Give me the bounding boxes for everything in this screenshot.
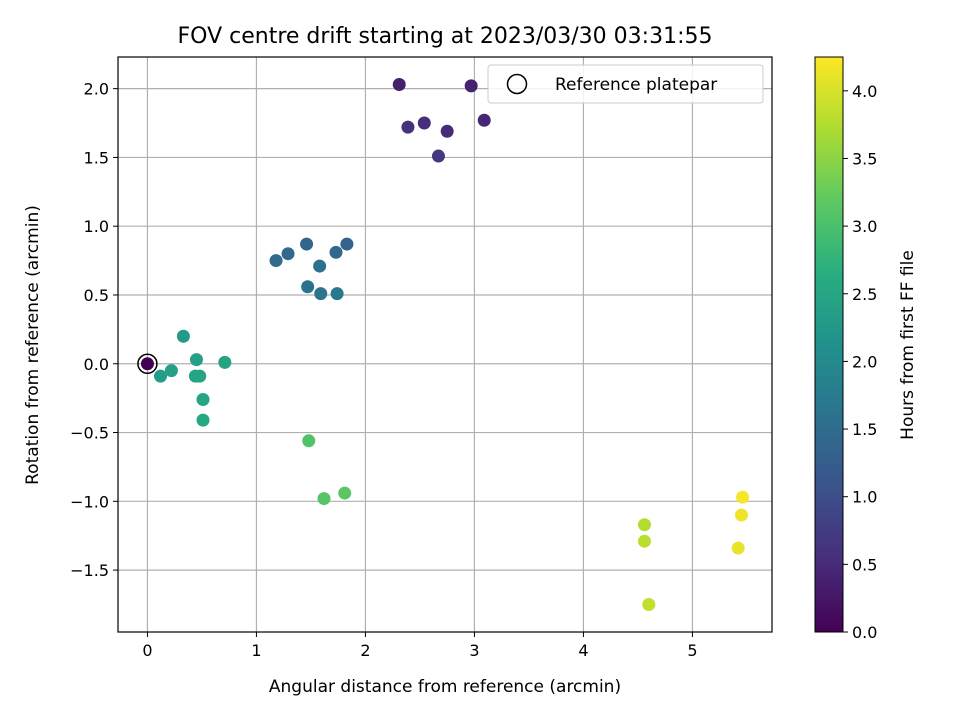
reference-marker-layer <box>137 353 158 375</box>
y-tick-label: 2.0 <box>84 80 109 99</box>
data-points <box>154 78 750 611</box>
x-tick-label: 2 <box>360 641 370 660</box>
x-tick-label: 0 <box>142 641 152 660</box>
data-point <box>642 597 656 611</box>
colorbar-tick-label: 4.0 <box>852 82 877 101</box>
data-point <box>401 120 415 134</box>
legend-box <box>487 64 764 104</box>
data-point <box>164 364 178 378</box>
colorbar-tick-label: 3.0 <box>852 217 877 236</box>
data-point <box>392 78 406 92</box>
colorbar-tick-label: 0.0 <box>852 623 877 642</box>
data-point <box>338 486 352 500</box>
colorbar-tick-label: 1.5 <box>852 420 877 439</box>
colorbar-label: Hours from first FF file <box>898 250 918 440</box>
y-tick-label: 1.0 <box>84 217 109 236</box>
data-point <box>431 149 445 163</box>
y-axis-ticks: −1.5 −1.0 −0.5 0.0 0.5 1.0 1.5 2.0 <box>70 80 118 580</box>
data-point <box>637 534 651 548</box>
colorbar-tick-label: 0.5 <box>852 555 877 574</box>
x-axis-ticks: 0 1 2 3 4 5 <box>142 632 698 660</box>
plot-area <box>118 57 772 632</box>
colorbar-ticks: 0.0 0.5 1.0 1.5 2.0 2.5 3.0 3.5 4.0 <box>843 82 877 642</box>
data-point <box>269 254 283 268</box>
data-point <box>330 287 344 301</box>
data-point <box>329 245 343 259</box>
colorbar <box>814 56 844 633</box>
data-point <box>731 541 745 555</box>
data-point <box>300 237 314 251</box>
data-point <box>317 492 331 506</box>
y-tick-label: −1.0 <box>70 492 109 511</box>
chart-title: FOV centre drift starting at 2023/03/30 … <box>178 24 713 49</box>
colorbar-tick-label: 3.5 <box>852 149 877 168</box>
data-point <box>464 79 478 93</box>
data-point <box>218 355 232 369</box>
y-tick-label: −0.5 <box>70 424 109 443</box>
data-point <box>302 434 316 448</box>
colorbar-tick-label: 2.0 <box>852 352 877 371</box>
y-tick-label: 0.0 <box>84 355 109 374</box>
data-point <box>734 508 748 522</box>
legend: Reference platepar <box>487 64 764 104</box>
reference-platepar-marker <box>137 353 158 375</box>
x-tick-label: 1 <box>251 641 261 660</box>
data-point <box>736 490 750 504</box>
data-point <box>637 518 651 532</box>
data-point <box>196 413 210 427</box>
data-point <box>477 113 491 127</box>
y-axis-label: Rotation from reference (arcmin) <box>23 205 43 485</box>
y-tick-label: −1.5 <box>70 561 109 580</box>
data-point <box>417 116 431 130</box>
data-point <box>314 287 328 301</box>
x-tick-label: 5 <box>687 641 697 660</box>
reference-data-point <box>140 357 154 371</box>
x-axis-label: Angular distance from reference (arcmin) <box>269 677 621 697</box>
data-point <box>196 393 210 407</box>
data-point <box>176 329 190 343</box>
data-point <box>440 124 454 138</box>
data-point <box>281 247 295 261</box>
colorbar-tick-label: 1.0 <box>852 488 877 507</box>
data-point <box>313 259 327 273</box>
colorbar-tick-label: 2.5 <box>852 285 877 304</box>
data-point <box>189 353 203 367</box>
legend-label: Reference platepar <box>555 75 717 95</box>
data-point <box>301 280 315 294</box>
plot-frame <box>117 56 773 633</box>
data-point <box>154 369 168 383</box>
y-tick-label: 1.5 <box>84 148 109 167</box>
y-tick-label: 0.5 <box>84 286 109 305</box>
legend-marker-icon <box>506 73 528 95</box>
x-tick-label: 4 <box>578 641 588 660</box>
x-tick-label: 3 <box>469 641 479 660</box>
data-point <box>340 237 354 251</box>
data-point <box>193 369 207 383</box>
